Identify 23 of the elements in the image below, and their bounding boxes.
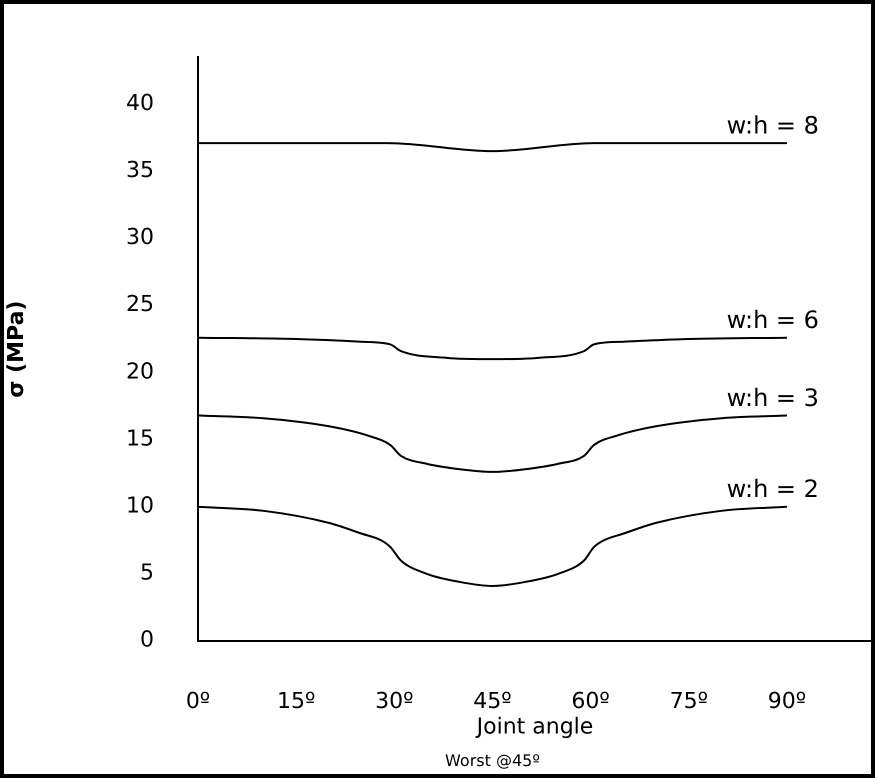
x-tick-label: 75º bbox=[670, 688, 708, 714]
y-tick-label: 40 bbox=[126, 90, 154, 116]
x-tick-label: 30º bbox=[375, 688, 414, 714]
text: Worst @45º bbox=[445, 751, 540, 770]
x-tick-label: 45º bbox=[473, 688, 512, 714]
series-label: w:h = 2 bbox=[726, 475, 819, 504]
series-label: w:h = 3 bbox=[726, 384, 819, 412]
x-tick-label: 15º bbox=[276, 688, 316, 714]
y-tick-label: 10 bbox=[126, 494, 154, 519]
y-tick-label: 15 bbox=[126, 426, 154, 452]
x-tick-label: 0º bbox=[186, 688, 210, 714]
y-tick-label: 25 bbox=[126, 292, 154, 318]
x-tick-label: 60º bbox=[571, 688, 610, 714]
y-tick-label: 0 bbox=[140, 628, 154, 653]
series-label: w:h = 8 bbox=[726, 111, 819, 140]
x-tick-label: 90º bbox=[768, 688, 806, 714]
y-tick-label: 35 bbox=[126, 158, 154, 183]
y-axis-title: σ (MPa) bbox=[4, 300, 29, 398]
y-tick-label: 5 bbox=[140, 560, 154, 586]
y-tick-label: 20 bbox=[126, 359, 154, 384]
series-label: w:h = 6 bbox=[726, 306, 819, 334]
x-axis-title: Joint angle bbox=[474, 714, 594, 740]
y-tick-label: 30 bbox=[126, 225, 154, 250]
